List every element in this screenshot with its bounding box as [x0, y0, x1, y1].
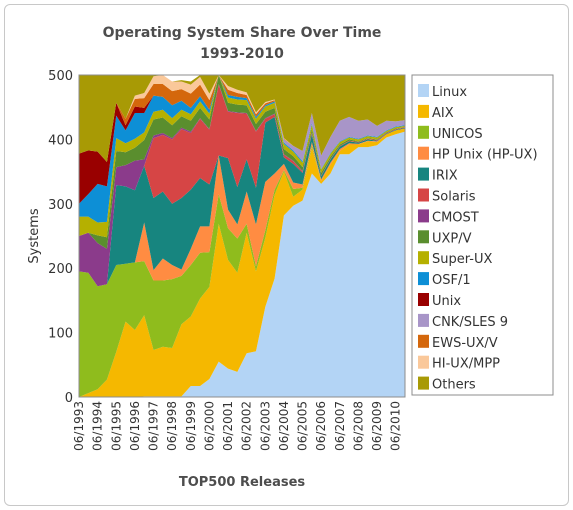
legend-label-2: UNICOS [432, 127, 483, 142]
area-series-14 [79, 75, 405, 162]
legend-swatch-11 [418, 313, 429, 327]
y-axis-ticks: 0 100 200 300 400 500 [48, 69, 73, 406]
x-tick-label-1: 06/1994 [91, 401, 105, 451]
x-tick-label-4: 06/1997 [147, 401, 161, 451]
legend: Linux AIX UNICOS HP Unix (HP-UX) IRIX Solaris… [411, 74, 554, 396]
y-tick-label-4: 400 [48, 133, 73, 148]
area-series-11 [79, 75, 405, 170]
chart-subtitle: 1993-2010 [200, 46, 284, 62]
legend-label-13: HI-UX/MPP [432, 357, 500, 372]
x-tick-label-15: 06/2008 [351, 401, 365, 451]
legend-swatch-5 [418, 188, 429, 202]
legend-swatch-9 [418, 272, 429, 286]
legend-label-10: Unix [432, 294, 461, 309]
legend-swatch-8 [418, 251, 429, 265]
x-tick-label-7: 06/2000 [202, 401, 216, 451]
chart-title: Operating System Share Over Time [103, 25, 382, 41]
area-series-13 [79, 75, 405, 162]
x-tick-label-14: 06/2007 [333, 401, 347, 451]
x-axis-label: TOP500 Releases [179, 475, 306, 490]
x-tick-label-0: 06/1993 [72, 401, 86, 451]
x-tick-label-11: 06/2004 [277, 401, 291, 451]
legend-swatch-2 [418, 125, 429, 139]
area-series-5 [79, 84, 405, 287]
legend-swatch-4 [418, 167, 429, 181]
legend-label-14: Others [432, 378, 476, 393]
x-tick-label-10: 06/2003 [258, 401, 272, 451]
area-series-4 [79, 116, 405, 287]
x-tick-label-6: 06/1999 [184, 401, 198, 451]
legend-label-3: HP Unix (HP-UX) [432, 148, 538, 163]
x-tick-label-3: 06/1996 [128, 401, 142, 451]
x-tick-label-12: 06/2005 [296, 401, 310, 451]
x-tick-label-13: 06/2006 [314, 401, 328, 451]
legend-label-0: Linux [432, 85, 467, 100]
legend-swatch-13 [418, 355, 429, 369]
x-tick-label-8: 06/2001 [221, 401, 235, 451]
area-series-7 [79, 75, 405, 249]
legend-box [411, 74, 554, 396]
legend-swatch-0 [418, 84, 429, 97]
y-tick-label-0: 0 [65, 391, 73, 406]
legend-label-7: UXP/V [432, 231, 472, 246]
x-axis-ticks: 06/1993 06/1994 06/1995 06/1996 06/1997 06/19… [72, 401, 403, 451]
area-series-0 [79, 131, 405, 398]
legend-swatch-14 [418, 376, 429, 390]
area-series-1 [79, 128, 405, 397]
legend-swatch-10 [418, 293, 429, 306]
x-tick-label-2: 06/1995 [109, 401, 123, 451]
legend-swatch-3 [418, 146, 429, 160]
x-tick-label-16: 06/2009 [370, 401, 384, 451]
plot-border [78, 74, 406, 398]
x-tick-label-5: 06/1998 [165, 401, 179, 451]
legend-swatch-6 [418, 209, 429, 223]
legend-swatch-1 [418, 104, 429, 118]
area-series-6 [79, 84, 405, 287]
y-tick-label-2: 200 [48, 262, 73, 277]
area-series-2 [79, 128, 405, 397]
legend-swatch-12 [418, 334, 429, 348]
legend-label-12: EWS-UX/V [432, 336, 498, 351]
x-tick-label-17: 06/2010 [389, 401, 403, 451]
legend-label-9: OSF/1 [432, 273, 471, 288]
y-tick-label-3: 300 [48, 198, 73, 213]
legend-label-8: Super-UX [432, 252, 492, 267]
y-axis-label: Systems [27, 208, 42, 263]
y-tick-label-5: 500 [48, 69, 73, 84]
area-series-group [79, 75, 405, 398]
y-tick-label-1: 100 [48, 327, 73, 342]
legend-label-4: IRIX [432, 169, 458, 184]
area-series-8 [79, 75, 405, 238]
x-tick-label-9: 06/2002 [240, 401, 254, 451]
legend-label-1: AIX [432, 106, 454, 121]
legend-label-11: CNK/SLES 9 [432, 315, 508, 330]
legend-label-5: Solaris [432, 190, 476, 205]
legend-swatch-7 [418, 230, 429, 244]
legend-label-6: CMOST [432, 210, 479, 225]
